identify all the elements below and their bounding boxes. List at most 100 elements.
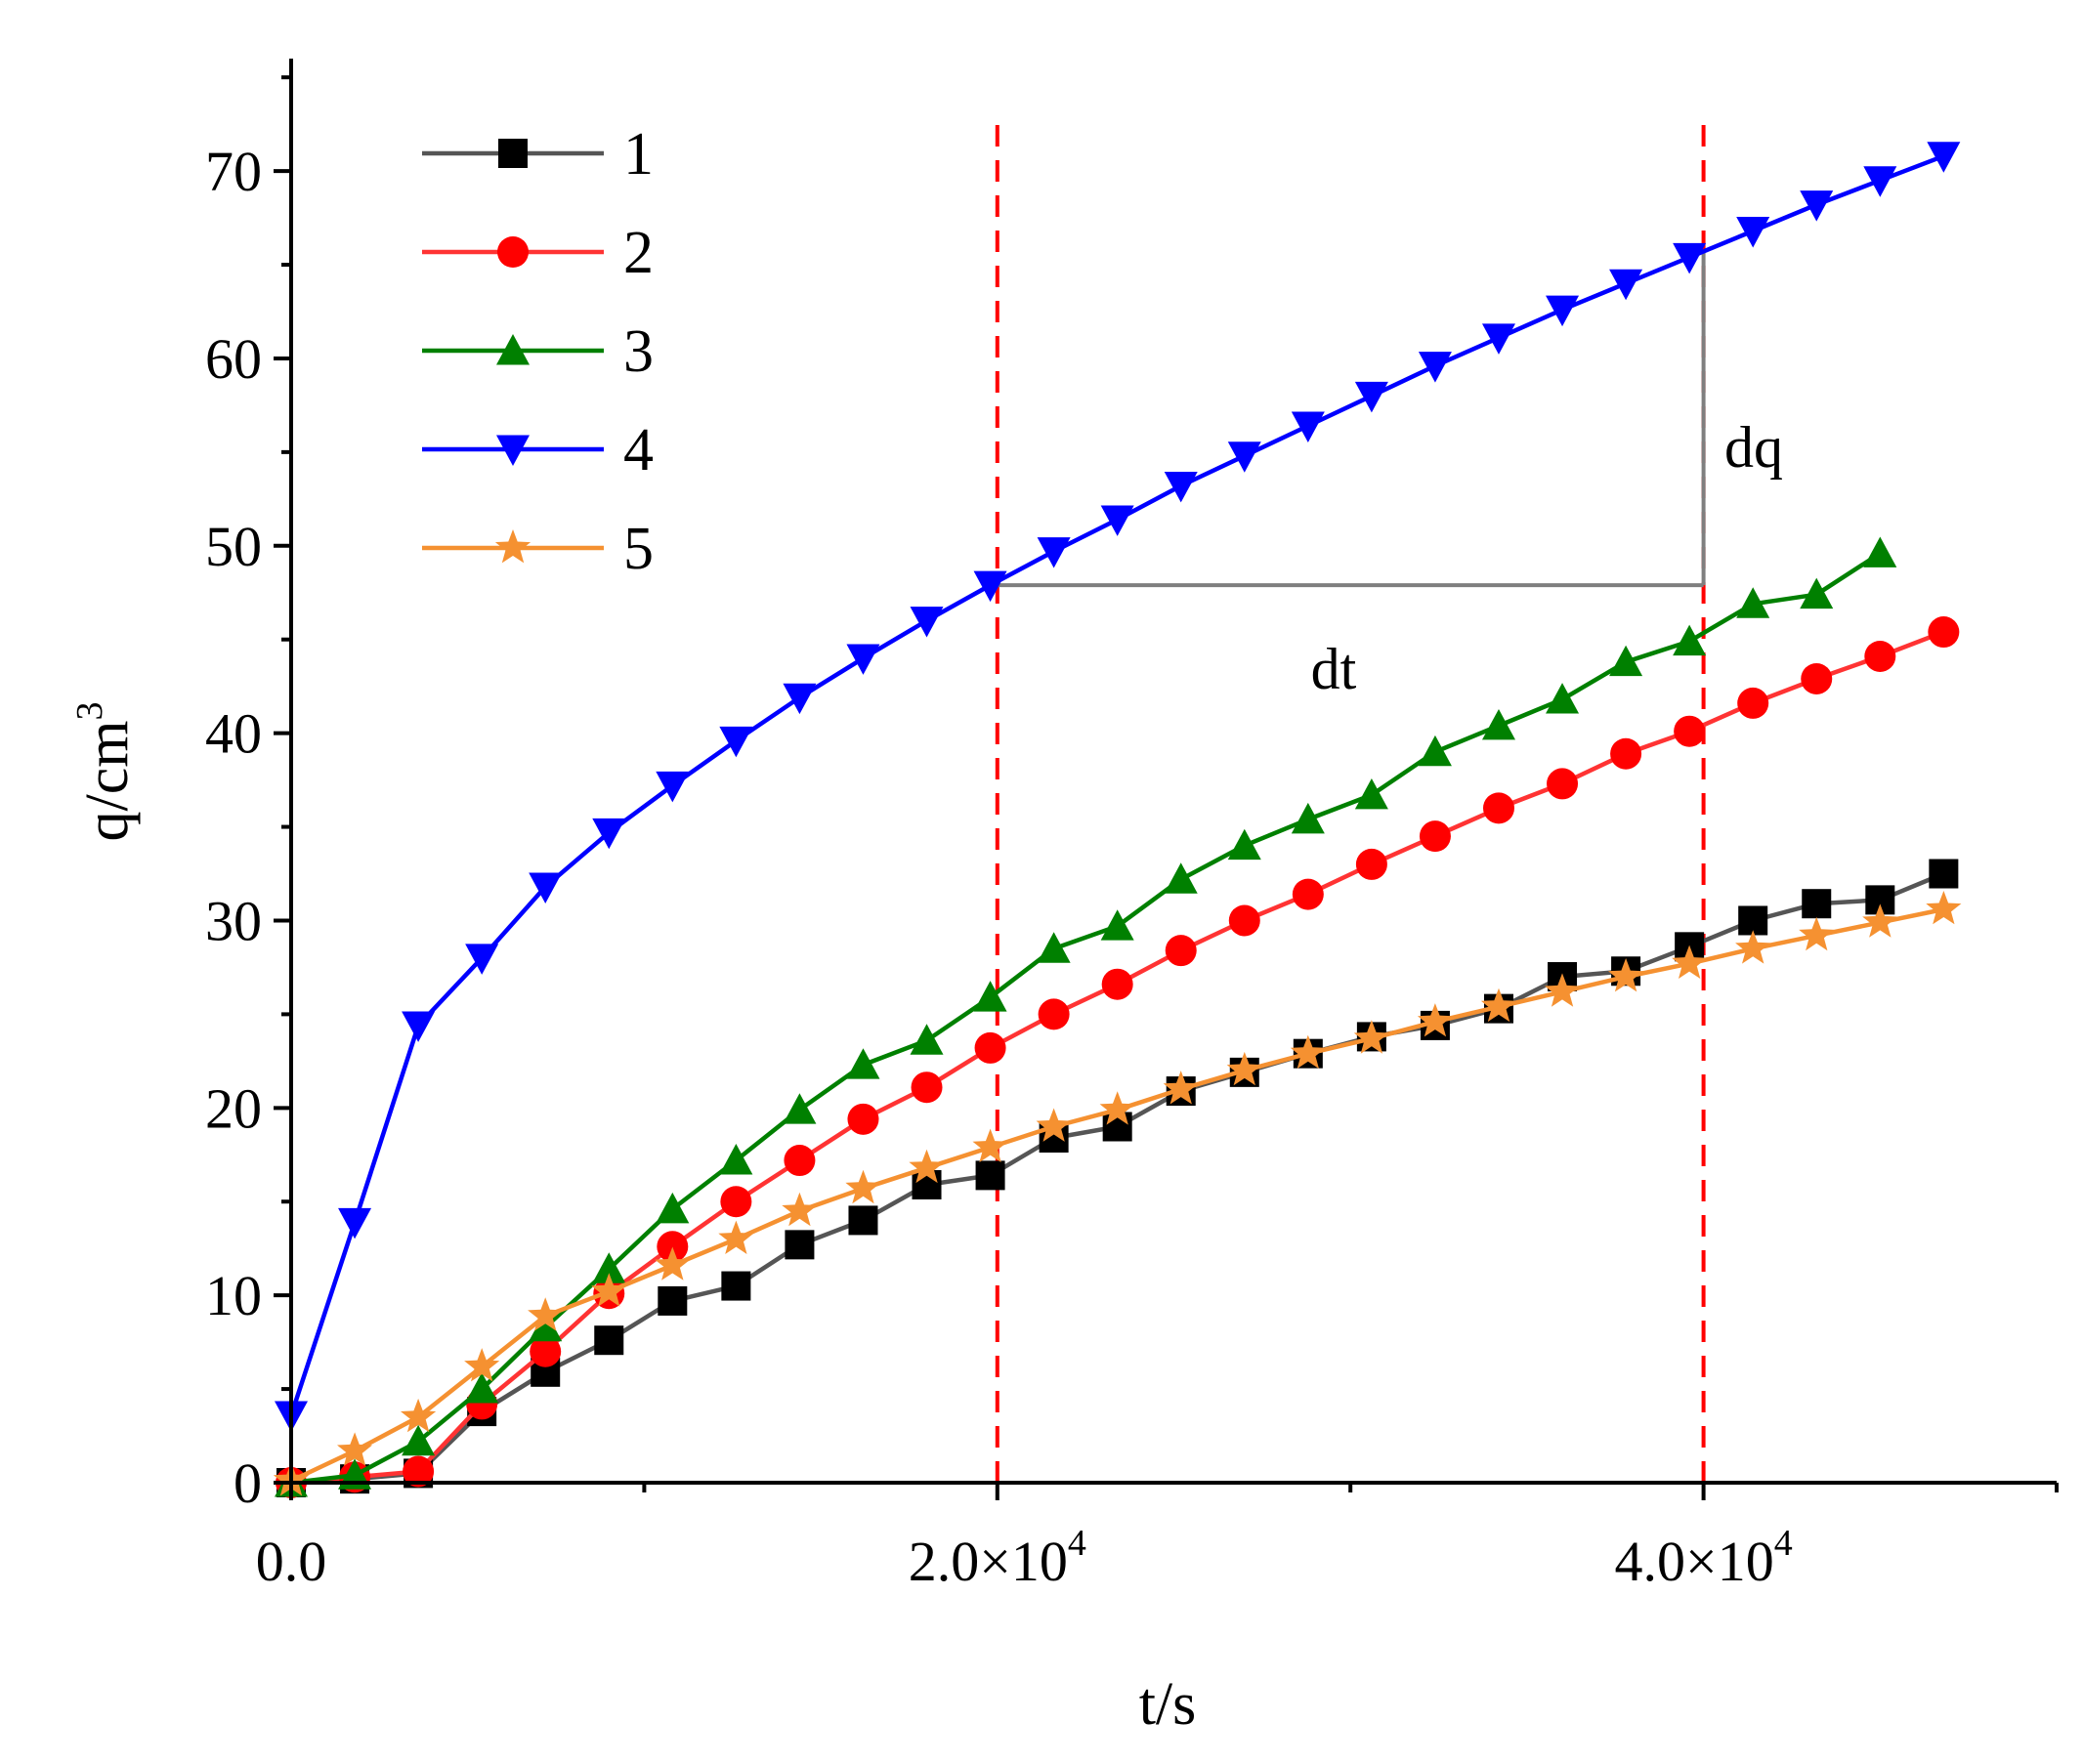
series-layer xyxy=(273,142,1962,1498)
series-2-point-25 xyxy=(1864,640,1896,672)
series-2-point-24 xyxy=(1801,662,1833,694)
series-2-point-14 xyxy=(1165,935,1197,967)
series-3-point-5 xyxy=(592,1252,626,1283)
series-5-point-2 xyxy=(401,1398,437,1433)
series-3-point-20 xyxy=(1546,683,1580,714)
series-2-point-22 xyxy=(1674,715,1706,747)
legend-marker-2 xyxy=(497,236,529,268)
series-3-point-14 xyxy=(1164,862,1198,894)
x-tick-mantissa: 4.0×10 xyxy=(1614,1530,1773,1593)
legend-marker-4 xyxy=(496,435,530,466)
series-5-point-6 xyxy=(655,1246,691,1281)
series-2-point-16 xyxy=(1292,878,1324,910)
series-3-point-4 xyxy=(529,1310,563,1342)
series-3-point-18 xyxy=(1418,735,1452,767)
series-5-point-14 xyxy=(1163,1071,1199,1105)
series-2-point-12 xyxy=(1038,998,1070,1030)
series-4-point-7 xyxy=(719,726,753,758)
series-3-point-15 xyxy=(1227,828,1261,861)
series-3-point-22 xyxy=(1673,624,1707,656)
series-5-point-21 xyxy=(1608,958,1644,992)
series-5-point-8 xyxy=(782,1192,818,1227)
series-3 xyxy=(275,536,1897,1497)
series-5-point-24 xyxy=(1799,916,1835,951)
series-3-point-7 xyxy=(719,1144,753,1175)
series-3-line xyxy=(290,551,1882,1486)
series-1-point-11 xyxy=(975,1160,1005,1191)
legend-label-4: 4 xyxy=(623,417,654,483)
legend-item-3: 3 xyxy=(422,318,654,385)
series-3-point-8 xyxy=(783,1093,817,1124)
legend-item-4: 4 xyxy=(422,417,654,483)
series-5-point-11 xyxy=(972,1128,1008,1162)
series-4-point-18 xyxy=(1418,352,1452,383)
series-5-point-16 xyxy=(1290,1034,1326,1070)
series-5-point-17 xyxy=(1353,1020,1389,1054)
series-4-point-8 xyxy=(783,683,817,715)
series-2-point-4 xyxy=(530,1335,562,1367)
series-2-point-19 xyxy=(1482,792,1514,824)
ref-lines xyxy=(995,125,1706,1483)
legend-item-5: 5 xyxy=(422,516,654,582)
y-tick-label: 20 xyxy=(205,1076,262,1140)
series-2-point-6 xyxy=(657,1231,689,1263)
series-5-point-5 xyxy=(591,1273,627,1307)
y-tick-label: 60 xyxy=(205,327,262,391)
series-1-point-9 xyxy=(848,1205,878,1236)
legend-item-1: 1 xyxy=(422,121,654,188)
y-tick-label: 70 xyxy=(205,140,262,203)
series-2-point-23 xyxy=(1737,687,1769,719)
x-tick-exponent: 4 xyxy=(1774,1523,1793,1564)
series-3-point-16 xyxy=(1291,802,1325,834)
series-4-point-10 xyxy=(910,607,944,638)
series-4-point-21 xyxy=(1609,269,1643,301)
x-tick-label: 0.0 xyxy=(256,1530,327,1593)
series-2-point-7 xyxy=(720,1186,752,1218)
series-3-point-2 xyxy=(402,1424,436,1456)
series-4-point-2 xyxy=(402,1011,436,1042)
series-2-point-20 xyxy=(1547,768,1579,800)
series-1 xyxy=(276,859,1959,1497)
series-4-point-9 xyxy=(846,644,880,675)
y-tick-label: 30 xyxy=(205,889,262,952)
series-5-point-22 xyxy=(1672,945,1708,979)
y-tick-label: 0 xyxy=(234,1451,262,1515)
series-3-point-21 xyxy=(1609,645,1643,677)
series-4-point-26 xyxy=(1927,142,1961,173)
dt-label: dt xyxy=(1311,637,1357,701)
x-tick-mantissa: 0.0 xyxy=(256,1530,327,1593)
y-tick-label: 40 xyxy=(205,702,262,766)
series-4-point-4 xyxy=(529,872,563,903)
legend-label-2: 2 xyxy=(623,220,654,286)
series-4-point-23 xyxy=(1736,217,1770,248)
series-4-point-14 xyxy=(1164,471,1198,503)
series-5-point-1 xyxy=(337,1432,373,1466)
legend-marker-5 xyxy=(494,529,531,564)
series-3-point-6 xyxy=(656,1192,690,1224)
series-3-point-24 xyxy=(1800,577,1834,609)
series-4-point-6 xyxy=(656,771,690,803)
legend: 1 2 3 4 5 xyxy=(422,121,654,582)
series-2-point-15 xyxy=(1228,904,1260,937)
series-1-point-5 xyxy=(594,1325,624,1356)
series-1-point-26 xyxy=(1929,859,1959,889)
series-4-point-16 xyxy=(1291,411,1325,443)
series-5-point-9 xyxy=(845,1169,881,1204)
series-5-point-3 xyxy=(464,1348,500,1382)
series-3-point-3 xyxy=(465,1372,499,1404)
x-tick-label: 4.0×104 xyxy=(1614,1523,1792,1593)
series-1-point-8 xyxy=(785,1230,815,1260)
legend-item-2: 2 xyxy=(422,220,654,286)
y-tick-label: 10 xyxy=(205,1264,262,1327)
series-5-point-12 xyxy=(1036,1108,1072,1142)
series-3-point-10 xyxy=(910,1024,944,1055)
series-5-point-7 xyxy=(718,1220,754,1254)
series-4-point-22 xyxy=(1673,242,1707,274)
series-4-point-1 xyxy=(338,1207,372,1239)
series-3-point-13 xyxy=(1100,909,1134,941)
series-5-point-19 xyxy=(1480,987,1517,1023)
series-2-point-11 xyxy=(974,1031,1006,1064)
series-3-point-9 xyxy=(846,1048,880,1079)
